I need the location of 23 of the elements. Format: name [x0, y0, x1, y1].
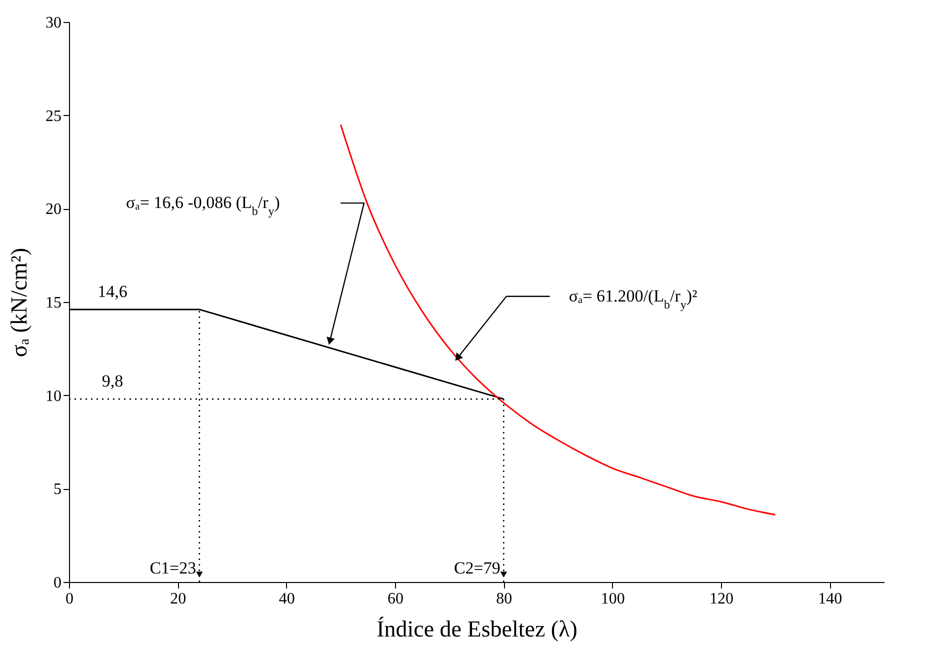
- x-tick-label: 60: [388, 590, 404, 608]
- x-tick-label: 100: [600, 590, 625, 608]
- y-tick-label: 15: [46, 294, 62, 312]
- annotation: σₐ= 61.200/(L$_{b}$/r$_{y}$)²: [568, 286, 698, 312]
- x-tick-label: 140: [818, 590, 842, 608]
- y-axis-title: σₐ (kN/cm²): [6, 248, 32, 358]
- x-tick-label: 80: [496, 590, 512, 608]
- annotation: σₐ= 16,6 -0,086 (L$_{b}$/r$_{y}$): [126, 193, 280, 218]
- y-tick-label: 30: [46, 14, 62, 32]
- y-tick-label: 5: [54, 481, 62, 498]
- annotation: C2=79: [454, 558, 500, 578]
- x-axis-title: Índice de Esbeltez (λ): [376, 616, 578, 642]
- x-tick-label: 0: [66, 590, 74, 608]
- y-tick-label: 25: [46, 108, 62, 125]
- y-tick-label: 0: [54, 574, 62, 592]
- x-tick-label: 120: [710, 590, 734, 608]
- y-tick-label: 20: [46, 201, 62, 218]
- x-tick-label: 20: [170, 590, 186, 608]
- x-tick-label: 40: [278, 590, 295, 608]
- annotation: 14,6: [98, 282, 128, 302]
- annotation: C1=23: [150, 558, 196, 578]
- y-tick-label: 10: [46, 388, 62, 405]
- annotation: 9,8: [102, 372, 124, 391]
